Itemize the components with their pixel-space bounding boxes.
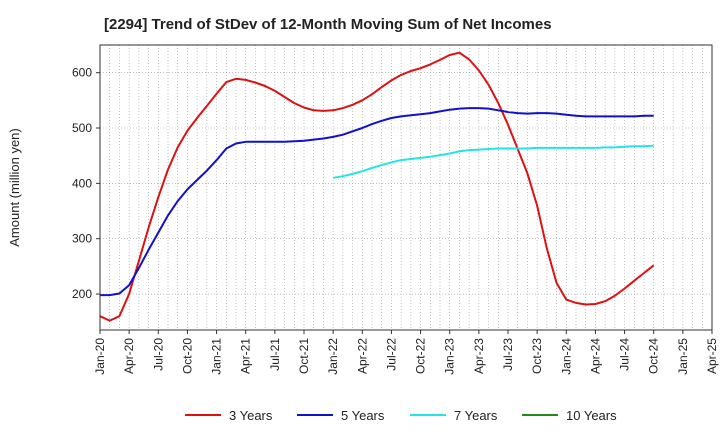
x-tick-label: Apr-24 xyxy=(588,338,602,374)
series-line-7-years xyxy=(332,144,654,179)
y-tick-label: 500 xyxy=(72,121,92,135)
y-tick-label: 300 xyxy=(72,232,92,246)
legend-swatch-5-years xyxy=(297,414,333,416)
x-tick-label: Jan-22 xyxy=(326,338,340,375)
series-line-5-years xyxy=(100,107,654,297)
x-tick-label: Apr-23 xyxy=(472,338,486,374)
y-axis-ticks: 200 300 400 500 600 xyxy=(72,66,100,301)
legend-label-3-years: 3 Years xyxy=(229,407,273,423)
x-axis-ticks: Jan-20 Apr-20 Jul-20 Oct-20 Jan-21 Apr-21 Jul-… xyxy=(93,330,719,375)
plot-frame xyxy=(99,44,713,331)
y-tick-label: 600 xyxy=(72,66,92,80)
x-tick-label: Apr-20 xyxy=(122,338,136,374)
legend-swatch-7-years xyxy=(410,414,446,416)
x-tick-label: Jan-25 xyxy=(676,338,690,375)
x-tick-label: Jan-23 xyxy=(443,338,457,375)
legend-swatch-10-years xyxy=(522,414,558,416)
y-tick-label: 200 xyxy=(72,287,92,301)
series-line-3-years xyxy=(99,51,655,322)
x-tick-label: Jul-20 xyxy=(151,338,165,371)
x-tick-label: Jan-20 xyxy=(93,338,107,375)
legend-item-7-years: 7 Years xyxy=(410,405,497,425)
x-tick-label: Jan-21 xyxy=(210,338,224,375)
y-tick-label: 400 xyxy=(72,176,92,190)
legend-item-5-years: 5 Years xyxy=(297,405,384,425)
x-tick-label: Jul-21 xyxy=(268,338,282,371)
x-tick-label: Oct-20 xyxy=(180,338,194,374)
x-tick-label: Apr-21 xyxy=(239,338,253,374)
series-lines xyxy=(99,51,655,322)
x-tick-label: Jan-24 xyxy=(559,338,573,375)
x-tick-label: Jul-24 xyxy=(618,338,632,371)
legend-label-10-years: 10 Years xyxy=(566,407,617,423)
y-axis-label: Amount (million yen) xyxy=(7,128,22,247)
legend-label-7-years: 7 Years xyxy=(454,407,498,423)
x-tick-label: Apr-25 xyxy=(705,338,719,374)
chart-title: [2294] Trend of StDev of 12-Month Moving… xyxy=(104,16,552,33)
x-tick-label: Jul-22 xyxy=(384,338,398,371)
legend: 3 Years 5 Years 7 Years 10 Years xyxy=(0,405,720,427)
x-tick-label: Oct-22 xyxy=(414,338,428,374)
x-tick-label: Oct-24 xyxy=(647,338,661,374)
x-tick-label: Apr-22 xyxy=(355,338,369,374)
x-tick-label: Jul-23 xyxy=(501,338,515,371)
legend-swatch-3-years xyxy=(185,414,221,416)
x-tick-label: Oct-23 xyxy=(530,338,544,374)
legend-item-10-years: 10 Years xyxy=(522,405,617,425)
legend-label-5-years: 5 Years xyxy=(341,407,385,423)
legend-item-3-years: 3 Years xyxy=(185,405,272,425)
grid-lines xyxy=(99,45,713,330)
x-tick-label: Oct-21 xyxy=(297,338,311,374)
